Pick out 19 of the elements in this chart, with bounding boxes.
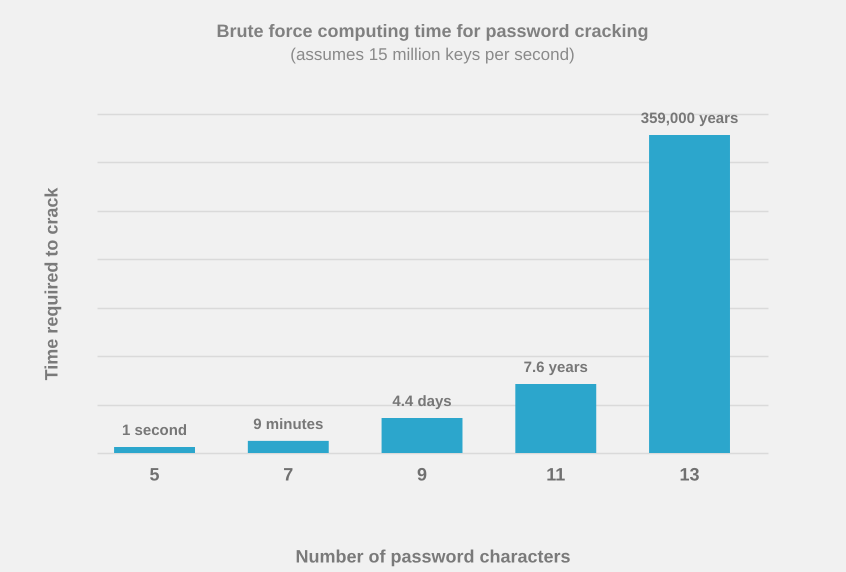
x-tick-label: 5 — [150, 464, 160, 484]
bar — [114, 446, 195, 453]
bar — [515, 384, 596, 453]
chart-subtitle: (assumes 15 million keys per second) — [290, 44, 575, 64]
bar — [649, 134, 730, 453]
x-tick-label: 11 — [546, 464, 566, 484]
annotation: 4.4 days — [392, 393, 452, 410]
x-tick-label: 13 — [680, 464, 700, 484]
annotation: 9 minutes — [253, 416, 324, 433]
bar — [248, 440, 329, 453]
x-tick-label: 7 — [283, 464, 294, 484]
y-axis-title: Time required to crack — [42, 186, 62, 380]
x-tick-label: 9 — [417, 464, 428, 484]
bar — [382, 418, 462, 453]
annotation: 359,000 years — [640, 110, 738, 127]
x-axis-title: Number of password characters — [295, 546, 571, 566]
annotation: 7.6 years — [524, 358, 588, 376]
annotation: 1 second — [122, 422, 188, 439]
chart-title: Brute force computing time for password cracking — [216, 20, 649, 41]
